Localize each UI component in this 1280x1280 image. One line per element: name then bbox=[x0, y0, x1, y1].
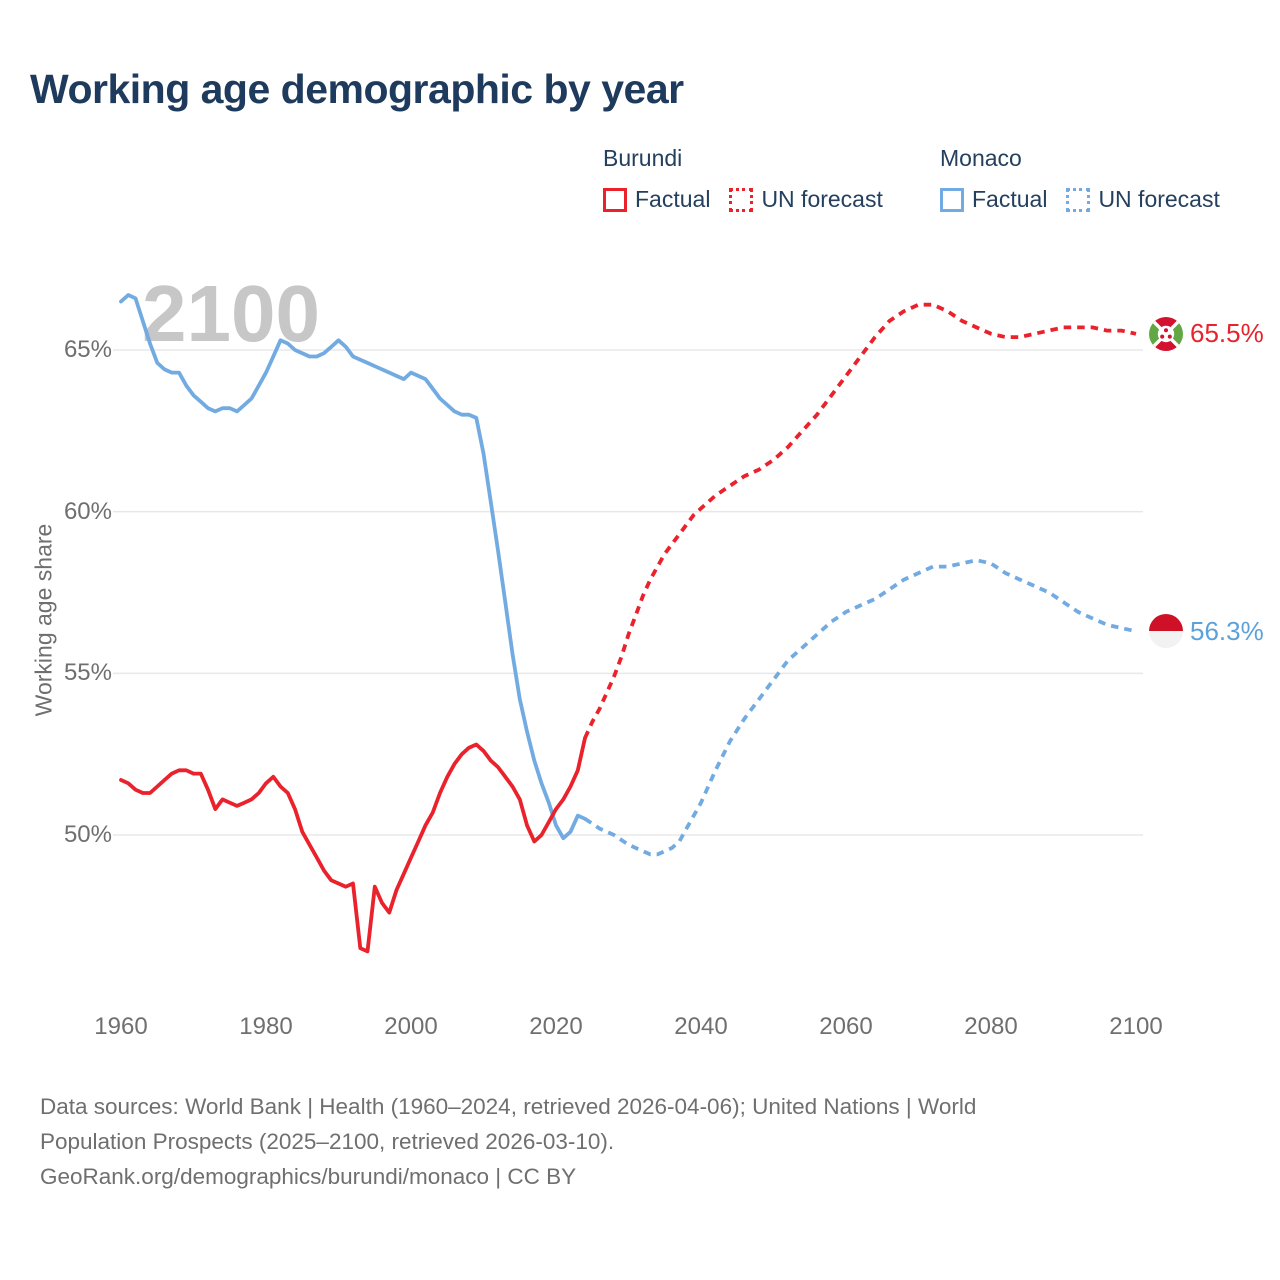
page-title: Working age demographic by year bbox=[30, 66, 684, 112]
footer: Data sources: World Bank | Health (1960–… bbox=[40, 1089, 1180, 1194]
y-tick-label: 50% bbox=[63, 820, 112, 848]
solid-line-swatch-icon bbox=[940, 187, 964, 212]
y-tick-label: 60% bbox=[63, 497, 112, 525]
end-value-label: 56.3% bbox=[1190, 615, 1264, 646]
y-axis-title: Working age share bbox=[30, 523, 57, 717]
legend-item-label: UN forecast bbox=[1098, 186, 1220, 212]
x-tick-label: 2060 bbox=[819, 1013, 873, 1040]
legend-item-monaco-forecast[interactable]: UN forecast bbox=[1066, 186, 1220, 213]
legend-item-monaco-factual[interactable]: Factual bbox=[940, 186, 1047, 213]
legend-group-burundi: Burundi Factual UN forecast bbox=[603, 145, 883, 213]
dotted-line-swatch-icon bbox=[729, 187, 754, 212]
legend-group-monaco: Monaco Factual UN forecast bbox=[940, 145, 1220, 213]
legend-row-monaco: Factual UN forecast bbox=[940, 186, 1220, 213]
end-label-burundi: 65.5% bbox=[1149, 316, 1264, 351]
legend-item-burundi-factual[interactable]: Factual bbox=[603, 186, 710, 213]
y-tick-label: 55% bbox=[63, 659, 112, 687]
burundi-flag-icon bbox=[1149, 316, 1183, 351]
x-tick-label: 1980 bbox=[239, 1013, 293, 1040]
x-tick-label: 1960 bbox=[94, 1013, 148, 1040]
source-url: GeoRank.org/demographics/burundi/monaco … bbox=[40, 1164, 577, 1189]
legend-item-label: Factual bbox=[635, 186, 711, 212]
end-label-monaco: 56.3% bbox=[1149, 614, 1264, 649]
data-sources-line-2: Population Prospects (2025–2100, retriev… bbox=[40, 1129, 615, 1154]
dotted-line-swatch-icon bbox=[1066, 187, 1091, 212]
year-watermark: 2100 bbox=[142, 269, 320, 358]
data-sources-line-1: Data sources: World Bank | Health (1960–… bbox=[40, 1094, 977, 1119]
legend-item-label: UN forecast bbox=[761, 186, 883, 212]
legend-item-burundi-forecast[interactable]: UN forecast bbox=[729, 186, 883, 213]
monaco-flag-icon bbox=[1149, 614, 1183, 649]
y-tick-label: 65% bbox=[63, 336, 112, 363]
x-tick-label: 2040 bbox=[674, 1013, 728, 1040]
legend-country-label-monaco: Monaco bbox=[940, 145, 1022, 171]
solid-line-swatch-icon bbox=[603, 187, 627, 212]
x-tick-label: 2020 bbox=[529, 1013, 583, 1040]
end-value-label: 65.5% bbox=[1190, 318, 1264, 349]
x-tick-label: 2100 bbox=[1109, 1013, 1163, 1040]
x-tick-label: 2000 bbox=[384, 1013, 438, 1040]
legend-country-label-burundi: Burundi bbox=[603, 145, 683, 171]
x-tick-label: 2080 bbox=[964, 1013, 1018, 1040]
legend-row-burundi: Factual UN forecast bbox=[603, 186, 883, 213]
legend-item-label: Factual bbox=[972, 186, 1048, 212]
